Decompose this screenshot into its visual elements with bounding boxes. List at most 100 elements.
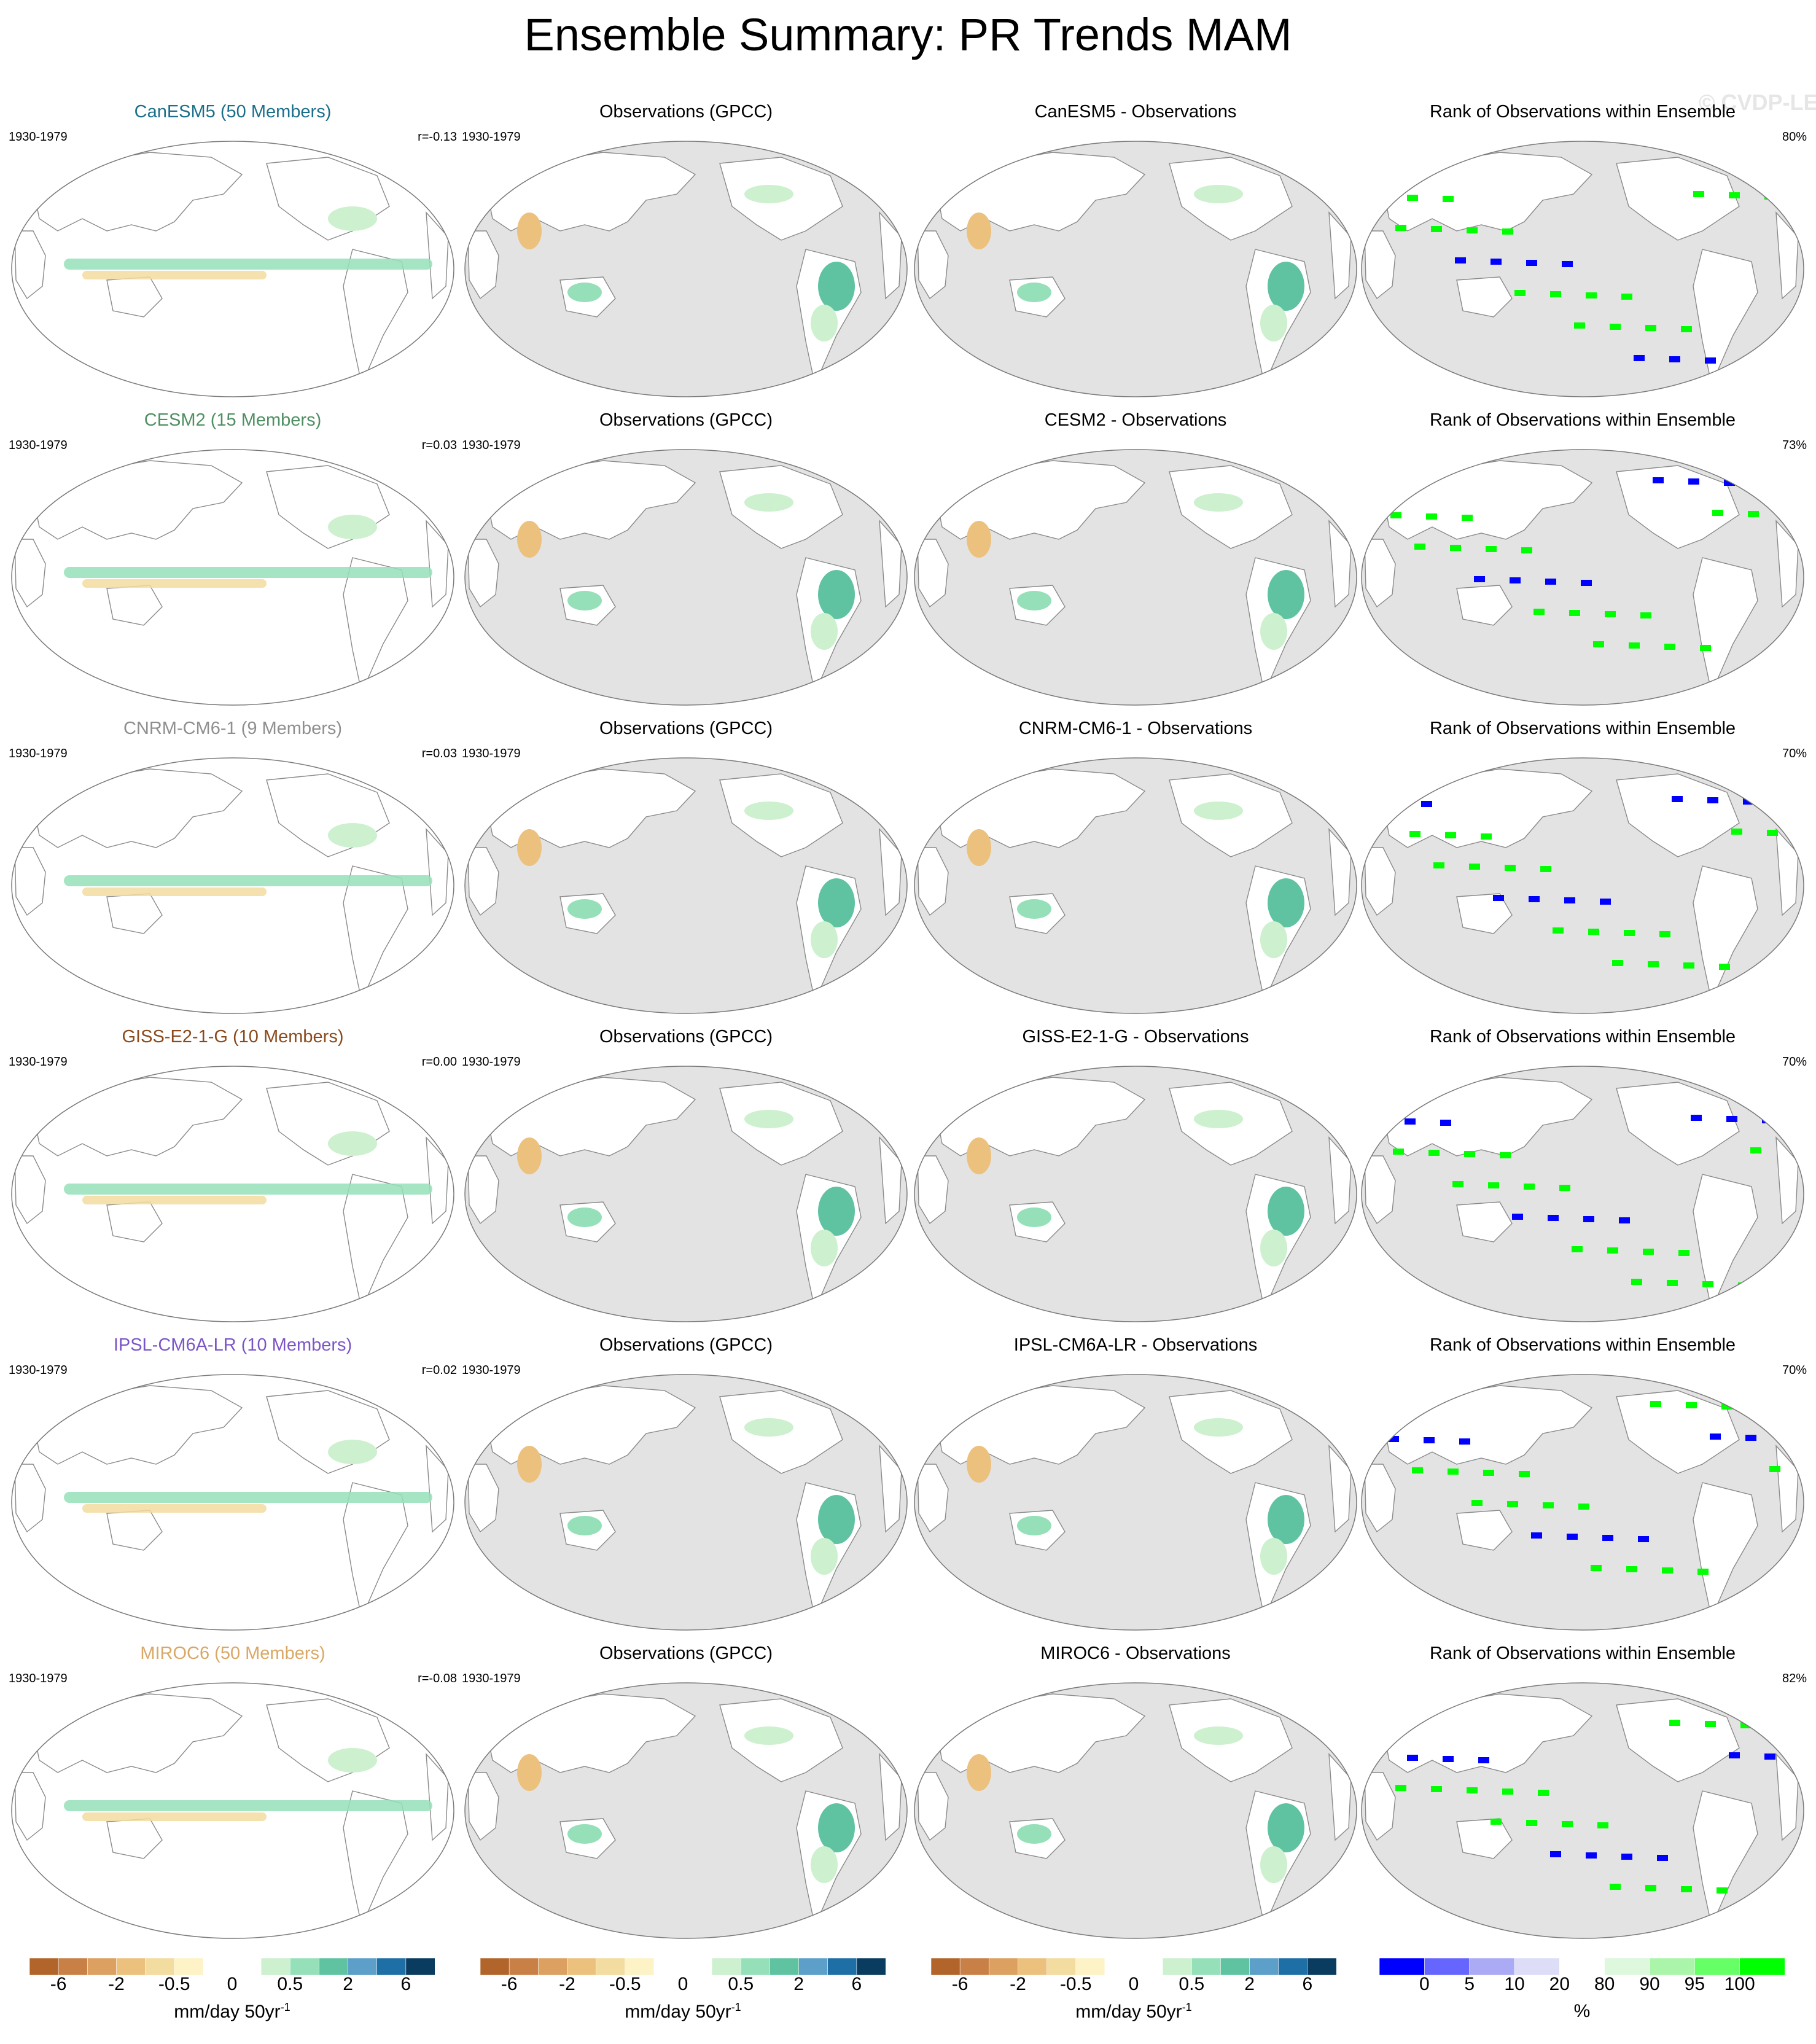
- map-holder: [9, 139, 457, 399]
- continent-outline: [1775, 520, 1799, 608]
- colorbar-swatch: [289, 1958, 320, 1976]
- colorbar: -6 -2 -0.5 0 0.5 2 6 mm/day 50yr-1: [480, 1958, 886, 2026]
- continent-outline: [14, 1464, 46, 1533]
- continent-outline: [1328, 520, 1352, 608]
- map-holder: [9, 1680, 457, 1941]
- correlation-label: r=0.03: [421, 439, 457, 452]
- continent-outline: [14, 1155, 46, 1225]
- panel-title: Rank of Observations within Ensemble: [1429, 719, 1736, 738]
- colorbar-swatch: [625, 1958, 655, 1976]
- map-holder: [911, 139, 1360, 399]
- colorbar-swatch: [1739, 1958, 1785, 1976]
- colorbar-tick-label: -2: [559, 1974, 575, 1994]
- colorbar-swatch: [145, 1958, 175, 1976]
- diff-map: [914, 141, 1357, 397]
- continent-outline: [917, 230, 949, 300]
- continent-outline: [917, 1155, 949, 1225]
- colorbar-swatch: [1162, 1958, 1193, 1976]
- model-map: [11, 449, 454, 706]
- continent-outline: [467, 230, 499, 300]
- continent-outline: [917, 1464, 949, 1533]
- map-panel-obs: Observations (GPCC) 1930-1979: [462, 709, 910, 1016]
- period-label: 1930-1979: [9, 439, 68, 452]
- continent-outline: [426, 1136, 449, 1225]
- continent-outline: [879, 211, 902, 300]
- continent-outline: [1328, 1445, 1352, 1533]
- continent-outline: [879, 828, 902, 916]
- colorbar-swatch: [959, 1958, 990, 1976]
- panel-title: Observations (GPCC): [599, 1335, 773, 1355]
- map-holder: [9, 447, 457, 708]
- map-holder: [1358, 1680, 1807, 1941]
- colorbar-swatch: [567, 1958, 597, 1976]
- diff-map: [914, 757, 1357, 1014]
- continent-outline: [1775, 828, 1799, 916]
- map-holder: [1358, 1372, 1807, 1632]
- map-panel-diff: GISS-E2-1-G - Observations: [911, 1017, 1360, 1324]
- panel-title: CanESM5 - Observations: [1034, 102, 1237, 122]
- continent-outline: [1456, 1510, 1513, 1551]
- colorbar-tick-label: 2: [343, 1974, 353, 1994]
- colorbar-unit: mm/day 50yr: [1075, 2002, 1182, 2022]
- continent-outline: [1456, 893, 1513, 934]
- colorbar-swatch: [405, 1958, 435, 1976]
- continent-outline: [14, 539, 46, 608]
- colorbar-tick-label: 0: [227, 1974, 238, 1994]
- continent-outline: [1364, 847, 1396, 916]
- correlation-label: r=0.03: [421, 747, 457, 760]
- continent-outline: [426, 211, 449, 300]
- colorbar-tick-label: 6: [1302, 1974, 1313, 1994]
- colorbar-swatch: [1424, 1958, 1470, 1976]
- panel-title: CESM2 - Observations: [1044, 410, 1227, 430]
- colorbar-tick-label: 0.5: [1179, 1974, 1205, 1994]
- panel-title: Observations (GPCC): [599, 719, 773, 738]
- colorbar-swatches: [1379, 1958, 1785, 1976]
- colorbar-tick-label: -2: [1010, 1974, 1026, 1994]
- map-panel-model: MIROC6 (50 Members) 1930-1979 r=-0.08: [9, 1634, 457, 1941]
- colorbar-swatch: [711, 1958, 742, 1976]
- obs-map: [464, 449, 908, 706]
- rank-percent-label: 73%: [1782, 439, 1807, 452]
- diff-map: [914, 1682, 1357, 1939]
- correlation-label: r=-0.08: [418, 1672, 457, 1685]
- map-holder: [1358, 447, 1807, 708]
- colorbar-swatch: [509, 1958, 539, 1976]
- period-label: 1930-1979: [462, 1363, 521, 1377]
- map-holder: [1358, 1064, 1807, 1324]
- continent-outline: [467, 1155, 499, 1225]
- colorbar-tick-label: -6: [50, 1974, 67, 1994]
- colorbar-unit: %: [1573, 2001, 1591, 2021]
- map-holder: [462, 1680, 910, 1941]
- colorbar: -6 -2 -0.5 0 0.5 2 6 mm/day 50yr-1: [931, 1958, 1336, 2026]
- map-holder: [462, 755, 910, 1016]
- map-holder: [911, 1680, 1360, 1941]
- colorbar-swatch: [827, 1958, 857, 1976]
- colorbar-unit-exponent: -1: [1182, 2001, 1192, 2013]
- rank-map: [1361, 449, 1804, 706]
- continent-outline: [1364, 1464, 1396, 1533]
- continent-outline: [1328, 1753, 1352, 1841]
- map-holder: [911, 755, 1360, 1016]
- continent-outline: [879, 520, 902, 608]
- continent-outline: [467, 1464, 499, 1533]
- period-label: 1930-1979: [9, 130, 68, 144]
- rank-percent-label: 70%: [1782, 747, 1807, 760]
- colorbar-tick-label: 0: [1128, 1974, 1139, 1994]
- colorbar-swatch: [174, 1958, 204, 1976]
- continent-outline: [1364, 539, 1396, 608]
- continent-outline: [1693, 865, 1758, 1003]
- map-holder: [462, 1372, 910, 1632]
- model-map: [11, 1374, 454, 1631]
- panel-title: Rank of Observations within Ensemble: [1429, 1335, 1736, 1355]
- period-label: 1930-1979: [9, 1363, 68, 1377]
- colorbar-unit: mm/day 50yr: [625, 2002, 731, 2022]
- continent-outline: [1364, 230, 1396, 300]
- colorbar-swatch: [232, 1958, 262, 1976]
- colorbar-tick-label: 95: [1684, 1974, 1705, 1994]
- colorbar-tick-label: -0.5: [158, 1974, 190, 1994]
- colorbar-swatch: [29, 1958, 59, 1976]
- colorbar-tick-label: 5: [1464, 1974, 1475, 1994]
- panel-title: GISS-E2-1-G (10 Members): [122, 1027, 344, 1047]
- map-panel-model: CanESM5 (50 Members) 1930-1979 r=-0.13: [9, 92, 457, 399]
- map-panel-diff: CanESM5 - Observations: [911, 92, 1360, 399]
